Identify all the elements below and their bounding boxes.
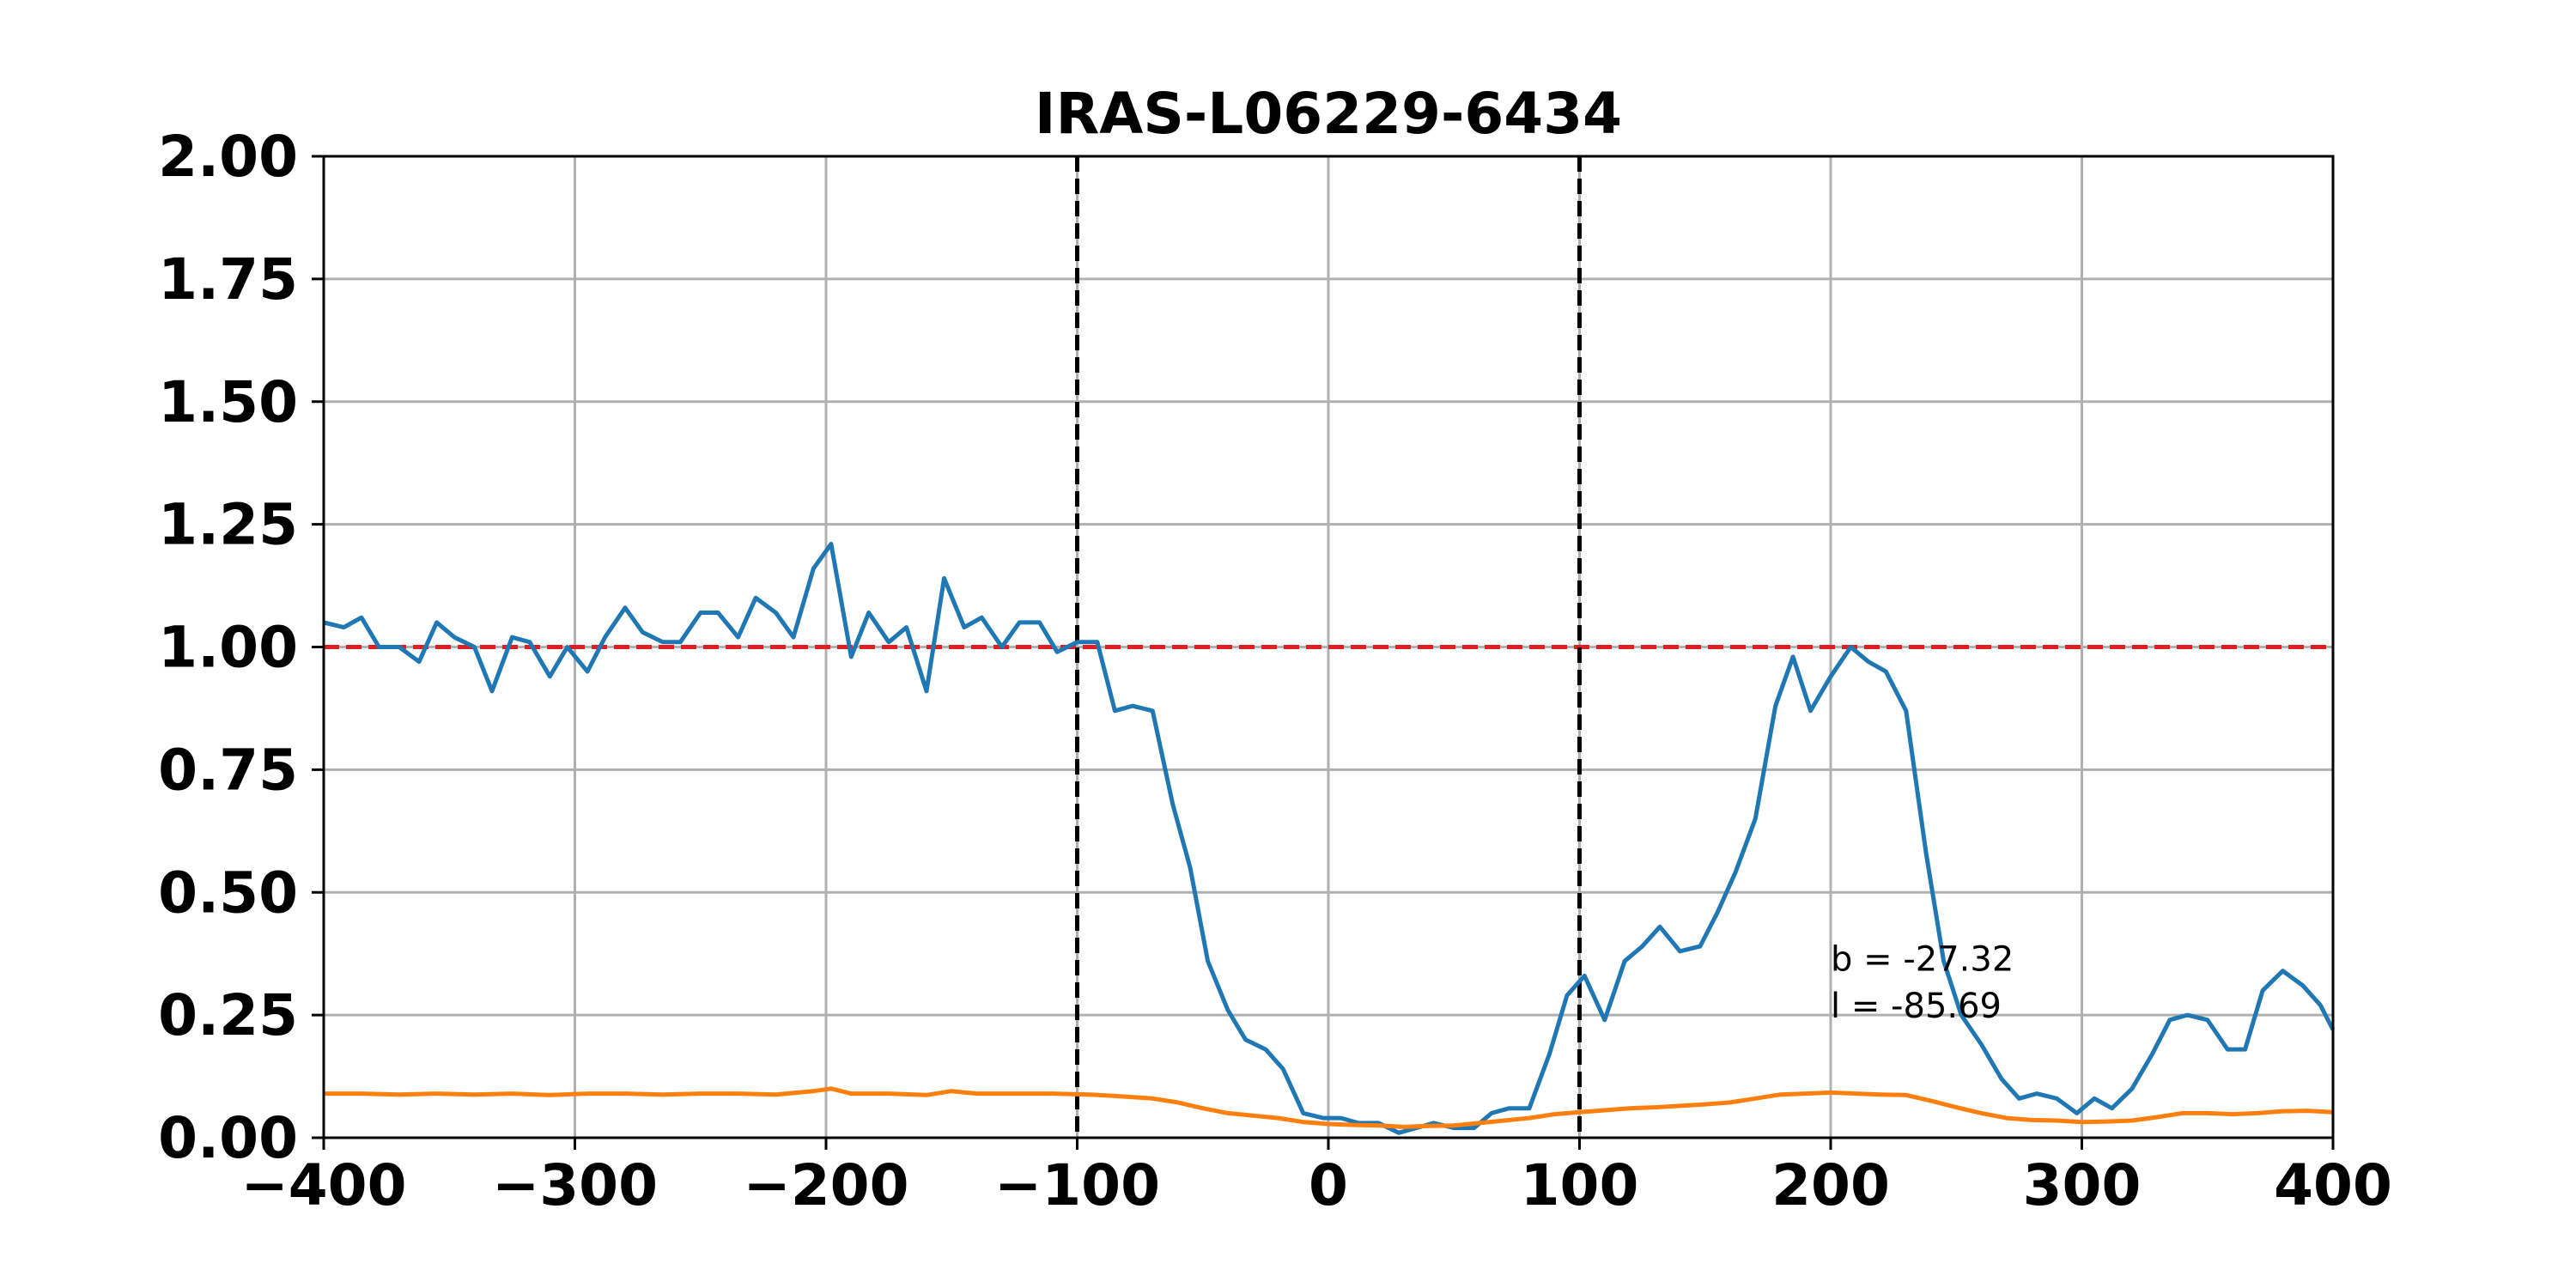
x-tick-label: 200 (1771, 1152, 1890, 1218)
axis-ticks: −400 −300 −200 −100 0 100 200 300 400 0.00 0.25 0.5… (158, 124, 2392, 1218)
y-tick-label: 0.25 (158, 982, 298, 1048)
series-line-2 (324, 1086, 2334, 1129)
x-tick-label: 300 (2023, 1152, 2142, 1218)
series-lines (323, 542, 2336, 1135)
x-tick-label: −300 (492, 1152, 658, 1218)
x-tick-label: 400 (2274, 1152, 2392, 1218)
chart-title: IRAS-L06229-6434 (1035, 81, 1622, 147)
x-tick-label: −400 (240, 1152, 406, 1218)
y-tick-label: 1.75 (158, 246, 298, 313)
x-tick-label: −100 (994, 1152, 1160, 1218)
x-tick-label: 0 (1309, 1152, 1348, 1218)
y-tick-label: 1.25 (158, 492, 298, 558)
y-tick-label: 0.00 (158, 1105, 298, 1171)
y-tick-label: 2.00 (158, 124, 298, 190)
y-tick-label: 0.75 (158, 737, 298, 803)
x-tick-label: −200 (743, 1152, 908, 1218)
x-tick-label: 100 (1521, 1152, 1639, 1218)
y-tick-label: 1.50 (158, 369, 298, 435)
annotations: b = -27.32 l = -85.69 (1831, 940, 2014, 1026)
annotation-text: b = -27.32 (1831, 940, 2014, 980)
y-tick-label: 0.50 (158, 860, 298, 926)
annotation-text: l = -85.69 (1831, 987, 2002, 1026)
y-tick-label: 1.00 (158, 615, 298, 681)
reference-lines (324, 156, 2333, 1138)
series-line-1 (323, 542, 2336, 1135)
